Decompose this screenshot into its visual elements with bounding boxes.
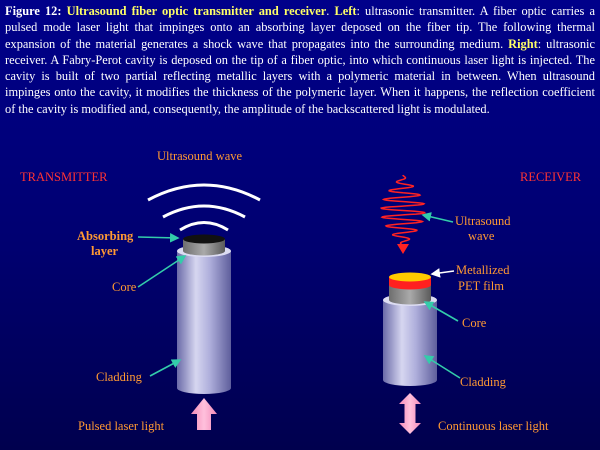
continuous-laser-label: Continuous laser light xyxy=(438,419,549,433)
receiver-core-pointer xyxy=(423,301,459,322)
pet-film-gold-top xyxy=(389,272,431,282)
transmitter-cladding-label: Cladding xyxy=(96,370,143,384)
figure-label: Figure 12 xyxy=(5,4,58,18)
transmitter-core-label: Core xyxy=(112,280,137,294)
pulsed-laser-arrow xyxy=(191,398,217,430)
red-wave-path xyxy=(380,174,426,247)
caption-colon: : xyxy=(57,4,67,18)
absorbing-layer xyxy=(183,234,225,244)
ultrasound-arc-middle xyxy=(162,204,246,219)
absorbing-pointer-arrow xyxy=(137,233,180,243)
receiver-core-label: Core xyxy=(462,316,487,330)
red-wave-arrowhead xyxy=(397,244,409,254)
receiver-cladding-label: Cladding xyxy=(460,375,507,389)
transmitter-cladding-pointer xyxy=(149,359,182,377)
transmitter-core-pointer xyxy=(137,255,187,288)
ultrasound-arc-outer xyxy=(147,183,261,202)
transmitter-heading: TRANSMITTER xyxy=(20,170,108,184)
right-description: : ultrasonic receiver. A Fabry-Perot cav… xyxy=(5,36,595,116)
receiver-cladding xyxy=(383,300,437,386)
transmitter-cladding xyxy=(177,251,231,394)
left-description: : ultrasonic transmitter. A fiber optic … xyxy=(5,4,595,51)
right-label: Right xyxy=(508,36,538,51)
receiver-fiber xyxy=(383,272,437,386)
absorbing-label-line2: layer xyxy=(91,244,119,258)
receiver-heading: RECEIVER xyxy=(520,170,582,184)
figure-title: Ultrasound fiber optic transmitter and r… xyxy=(66,4,327,18)
film-label-line1: Metallized xyxy=(456,263,510,277)
absorbing-label-line1: Absorbing xyxy=(77,229,134,243)
film-pointer-arrow xyxy=(430,268,455,278)
left-label: Left xyxy=(334,4,357,18)
continuous-laser-arrow xyxy=(399,393,421,434)
transmitter-core xyxy=(183,239,225,256)
caption-separator: . xyxy=(326,4,335,18)
ultrasound-arc-inner xyxy=(179,221,229,232)
transmitter-wave-label: Ultrasound wave xyxy=(157,149,242,163)
film-label-line2: PET film xyxy=(458,279,504,293)
receiver-wave-label-line2: wave xyxy=(468,229,495,243)
pulsed-laser-label: Pulsed laser light xyxy=(78,419,165,433)
transmitter-fiber xyxy=(177,234,231,394)
receiver-core xyxy=(389,285,431,305)
figure-caption: Figure 12: Ultrasound fiber optic transm… xyxy=(5,3,595,117)
receiver-wave-pointer xyxy=(421,212,454,223)
receiver-wave-label-line1: Ultrasound xyxy=(455,214,511,228)
receiver-cladding-pointer xyxy=(423,355,461,379)
receiver-ultrasound-wave xyxy=(380,174,426,254)
